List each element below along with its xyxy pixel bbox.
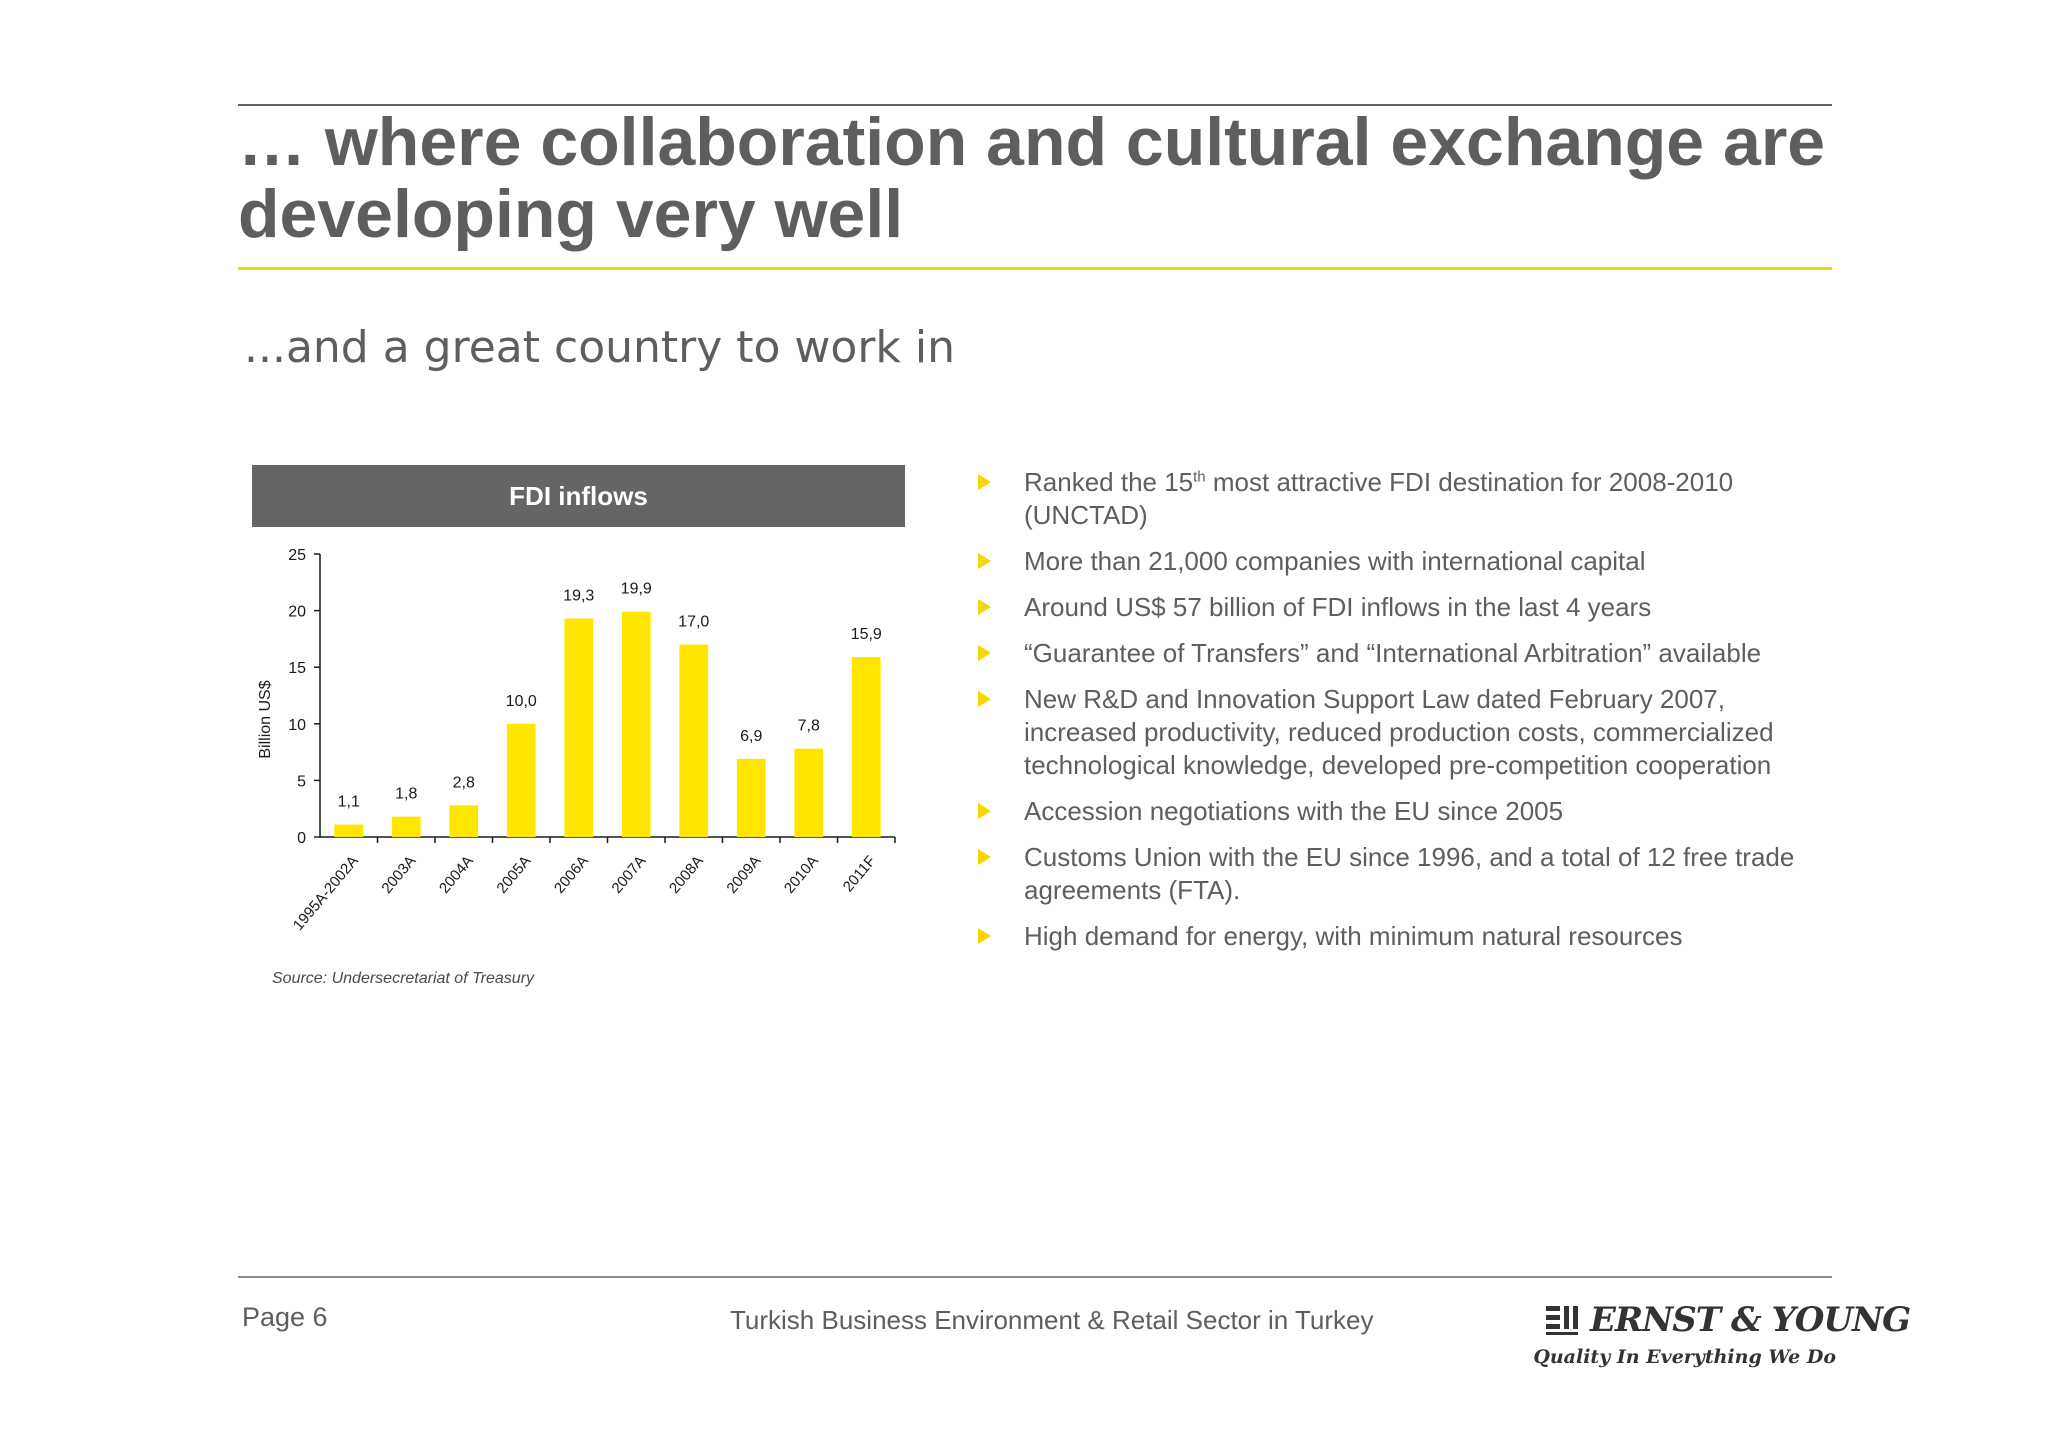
bar xyxy=(391,816,421,837)
y-tick-label: 0 xyxy=(297,830,306,847)
data-label: 17,0 xyxy=(678,614,709,631)
x-tick-label: 2009A xyxy=(723,853,764,897)
x-tick-label: 2005A xyxy=(493,853,534,897)
y-tick-label: 10 xyxy=(288,717,306,734)
data-label: 15,9 xyxy=(851,626,882,643)
bullet-item: New R&D and Innovation Support Law dated… xyxy=(978,683,1838,782)
logo-name: ERNST & YOUNG xyxy=(1590,1300,1911,1340)
slide-subtitle: ...and a great country to work in xyxy=(244,322,955,373)
bullet-item: “Guarantee of Transfers” and “Internatio… xyxy=(978,637,1838,670)
slide-title: … where collaboration and cultural excha… xyxy=(238,104,1826,252)
triangle-bullet-icon xyxy=(978,553,991,569)
data-label: 2,8 xyxy=(453,774,475,791)
triangle-bullet-icon xyxy=(978,849,991,865)
y-tick-label: 25 xyxy=(288,547,306,564)
bullet-text: Customs Union with the EU since 1996, an… xyxy=(1024,842,1795,905)
y-tick-label: 15 xyxy=(288,660,306,677)
bullet-item: More than 21,000 companies with internat… xyxy=(978,545,1838,578)
y-tick-label: 20 xyxy=(288,604,306,621)
chart-source: Source: Undersecretariat of Treasury xyxy=(272,970,535,987)
bullet-list: Ranked the 15th most attractive FDI dest… xyxy=(978,466,1838,966)
bullet-text-continued: most attractive FDI destination for 2008… xyxy=(1024,467,1734,530)
y-tick-label: 5 xyxy=(297,773,306,790)
data-label: 19,3 xyxy=(563,588,594,605)
bullet-item: Around US$ 57 billion of FDI inflows in … xyxy=(978,591,1838,624)
bullet-text: Around US$ 57 billion of FDI inflows in … xyxy=(1024,592,1652,622)
triangle-bullet-icon xyxy=(978,645,991,661)
triangle-bullet-icon xyxy=(978,599,991,615)
bullet-item: High demand for energy, with minimum nat… xyxy=(978,920,1838,953)
y-axis-label: Billion US$ xyxy=(257,680,274,758)
bar xyxy=(736,758,766,837)
chart-title: FDI inflows xyxy=(252,465,905,527)
bar xyxy=(564,618,594,837)
bullet-text: New R&D and Innovation Support Law dated… xyxy=(1024,684,1774,780)
data-label: 6,9 xyxy=(740,728,762,745)
bullet-text: “Guarantee of Transfers” and “Internatio… xyxy=(1024,638,1762,668)
x-tick-label: 2010A xyxy=(781,853,822,897)
bar xyxy=(334,824,364,837)
bullet-item: Customs Union with the EU since 1996, an… xyxy=(978,841,1838,907)
ey-logo-icon xyxy=(1546,1306,1578,1335)
bar xyxy=(851,657,881,837)
bullet-item: Ranked the 15th most attractive FDI dest… xyxy=(978,466,1838,532)
bar xyxy=(794,748,824,837)
footer-rule xyxy=(238,1276,1832,1278)
fdi-bar-chart: 0 5 10 15 20 25 Billion US$ 1,1 1995A-2002A 1,8 20… xyxy=(257,547,896,934)
data-label: 7,8 xyxy=(798,718,820,735)
top-rule xyxy=(238,104,1832,106)
x-tick-label: 2008A xyxy=(666,853,707,897)
triangle-bullet-icon xyxy=(978,474,991,490)
x-tick-label: 2007A xyxy=(608,853,649,897)
bullet-item: Accession negotiations with the EU since… xyxy=(978,795,1838,828)
footer-title: Turkish Business Environment & Retail Se… xyxy=(730,1305,1374,1335)
triangle-bullet-icon xyxy=(978,803,991,819)
bullet-text: More than 21,000 companies with internat… xyxy=(1024,546,1646,576)
bullet-text: High demand for energy, with minimum nat… xyxy=(1024,921,1683,951)
logo-tagline: Quality In Everything We Do xyxy=(1533,1346,1836,1368)
x-tick-label: 2003A xyxy=(378,853,419,897)
ernst-young-logo: ERNST & YOUNG Quality In Everything We D… xyxy=(1533,1300,1911,1380)
triangle-bullet-icon xyxy=(978,691,991,707)
bullet-text: Accession negotiations with the EU since… xyxy=(1024,796,1564,826)
page-number: Page 6 xyxy=(242,1302,328,1332)
title-underline xyxy=(238,267,1832,270)
triangle-bullet-icon xyxy=(978,928,991,944)
x-tick-label: 1995A-2002A xyxy=(290,853,362,934)
data-label: 10,0 xyxy=(506,693,537,710)
data-label: 1,8 xyxy=(395,786,417,803)
bar xyxy=(679,644,709,837)
data-label: 1,1 xyxy=(338,794,360,811)
bar xyxy=(621,611,651,837)
x-tick-label: 2011F xyxy=(840,853,880,896)
bar xyxy=(506,723,536,837)
bar xyxy=(449,805,479,837)
bullet-superscript: th xyxy=(1193,468,1206,486)
bullet-text: Ranked the 15 xyxy=(1024,467,1194,497)
x-tick-label: 2006A xyxy=(551,853,592,897)
x-tick-label: 2004A xyxy=(436,853,477,897)
data-label: 19,9 xyxy=(621,581,652,598)
